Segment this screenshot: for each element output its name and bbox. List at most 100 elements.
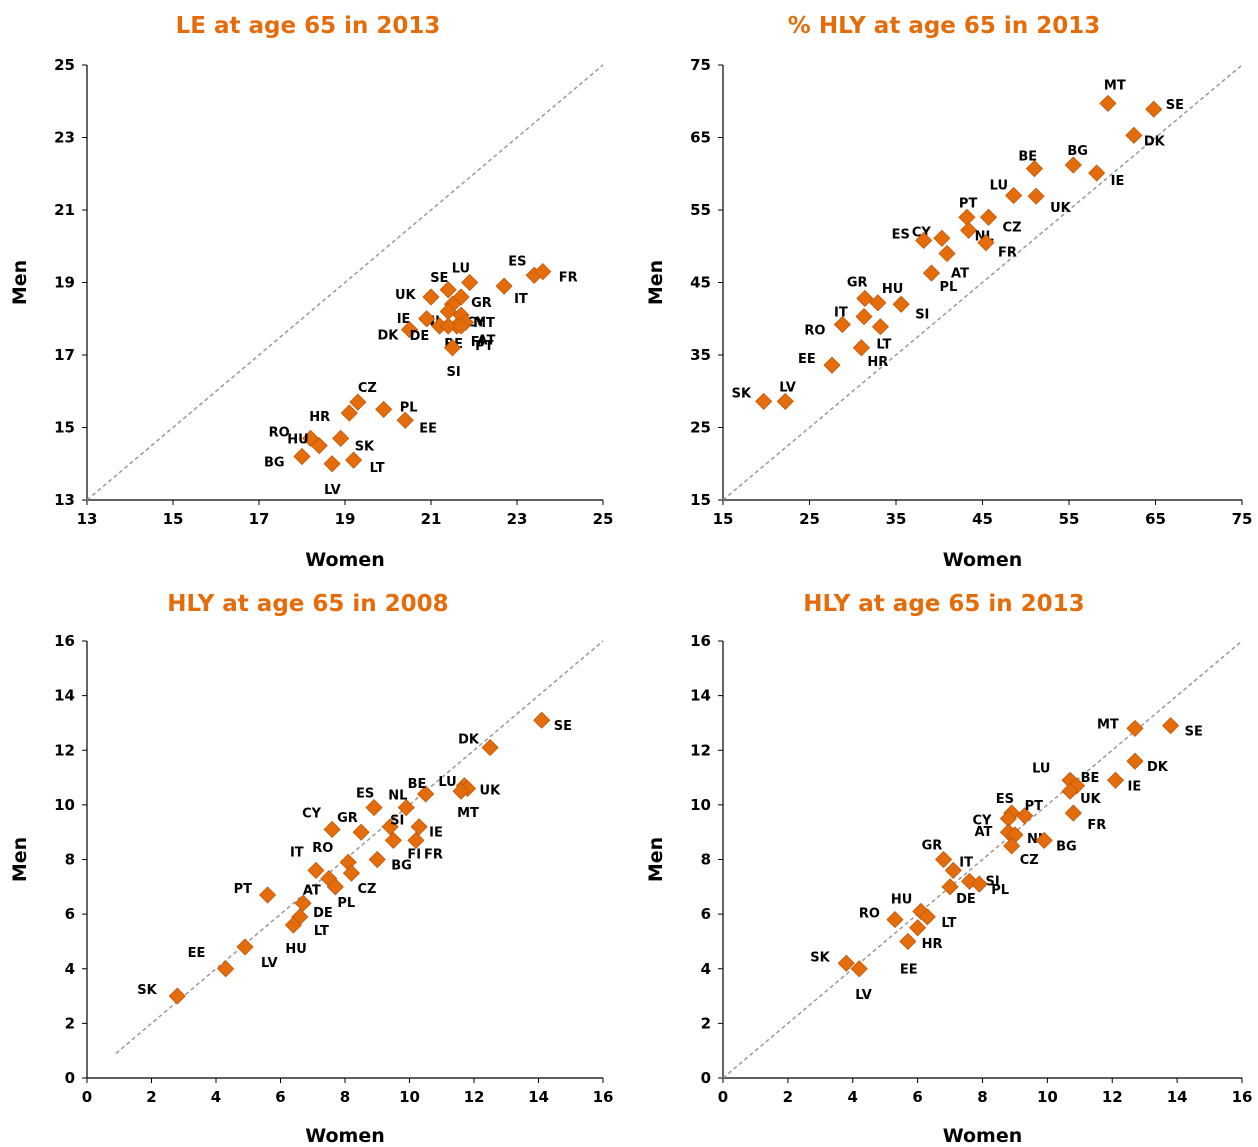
chart-title: HLY at age 65 in 2013 (803, 591, 1084, 617)
point-label-at: AT (951, 267, 969, 282)
point-label-ee: EE (900, 962, 918, 977)
x-tick-label: 8 (977, 1088, 987, 1106)
y-tick-label: 10 (690, 796, 711, 814)
data-point-cz (342, 864, 361, 882)
point-label-fr: FR (1087, 818, 1106, 833)
x-tick-label: 65 (1145, 510, 1166, 528)
point-label-mt: MT (1104, 78, 1126, 93)
point-label-ro: RO (312, 841, 333, 856)
data-point-pt (452, 317, 470, 335)
point-label-pt: PT (234, 882, 253, 897)
data-point-hr (852, 339, 870, 357)
point-label-cz: CZ (358, 381, 377, 396)
data-point-bg (1064, 156, 1082, 174)
data-point-be (1025, 160, 1043, 178)
point-label-cy: CY (972, 814, 992, 829)
x-tick-label: 12 (1102, 1088, 1123, 1106)
data-point-dk (400, 321, 419, 339)
data-point-de (941, 878, 959, 896)
y-axis-label: Men (9, 837, 31, 882)
point-label-lu: LU (452, 262, 470, 277)
point-label-mt: MT (1097, 717, 1119, 732)
point-label-sk: SK (355, 439, 375, 454)
point-label-be: BE (1018, 150, 1037, 165)
point-label-cz: CZ (1003, 220, 1022, 235)
point-label-hu: HU (287, 433, 308, 448)
data-point-uk (422, 288, 440, 306)
data-point-be (439, 317, 457, 335)
data-point-cz (979, 208, 998, 226)
y-tick-label: 16 (54, 632, 75, 650)
y-tick-label: 75 (690, 56, 711, 74)
point-label-lu: LU (438, 775, 456, 790)
y-tick-label: 19 (54, 274, 75, 292)
data-point-gr (352, 823, 370, 841)
point-label-it: IT (290, 845, 304, 860)
y-tick-label: 6 (701, 905, 711, 923)
x-axis-label: Women (943, 1125, 1023, 1147)
x-tick-label: 19 (335, 510, 356, 528)
point-label-de: DE (956, 892, 976, 907)
y-tick-label: 21 (54, 201, 75, 219)
x-axis-label: Women (305, 1125, 385, 1147)
data-point-pl (922, 264, 941, 282)
data-point-fr (977, 234, 995, 252)
data-point-pl (375, 400, 393, 418)
point-label-si: SI (447, 365, 461, 380)
data-point-ie (418, 310, 436, 328)
data-point-pt (1016, 807, 1034, 825)
x-tick-label: 23 (507, 510, 528, 528)
point-label-ee: EE (798, 352, 816, 367)
data-point-si (381, 818, 399, 836)
y-tick-label: 0 (65, 1069, 75, 1087)
data-point-se (1162, 717, 1180, 735)
point-label-se: SE (1166, 98, 1184, 113)
y-tick-label: 8 (65, 851, 75, 869)
chart-panel-4: HLY at age 65 in 2013 0 2 4 6 8 10 12 14 16 0 2 4 6 8 1… (645, 591, 1252, 1147)
point-label-hu: HU (285, 942, 306, 957)
point-label-at: AT (974, 825, 992, 840)
point-label-lv: LV (855, 988, 872, 1003)
data-point-it (495, 277, 513, 295)
x-tick-label: 10 (1037, 1088, 1058, 1106)
data-point-dk (1126, 752, 1144, 770)
point-label-pl: PL (337, 896, 355, 911)
data-point-es (365, 799, 383, 817)
point-label-se: SE (1185, 725, 1203, 740)
point-label-uk: UK (395, 288, 417, 303)
x-tick-label: 13 (77, 510, 98, 528)
data-point-fr (407, 831, 425, 849)
x-tick-label: 2 (146, 1088, 156, 1106)
point-label-be: BE (1081, 771, 1100, 786)
x-tick-label: 16 (593, 1088, 614, 1106)
x-tick-label: 25 (593, 510, 614, 528)
point-label-pt: PT (1025, 799, 1044, 814)
point-label-mt: MT (457, 806, 479, 821)
data-point-uk (1061, 782, 1079, 800)
data-point-fr (1064, 804, 1082, 822)
point-label-hu: HU (882, 282, 903, 297)
point-label-ro: RO (859, 907, 880, 922)
data-point-sk (168, 987, 186, 1005)
point-label-sk: SK (732, 386, 752, 401)
data-point-at (938, 244, 956, 263)
data-point-cz (1003, 837, 1021, 855)
point-label-sk: SK (137, 983, 157, 998)
reference-diagonal-line (722, 64, 1243, 501)
data-point-lu (1005, 186, 1023, 205)
data-point-fr (534, 263, 552, 281)
point-label-pt: PT (475, 339, 494, 354)
x-tick-label: 21 (421, 510, 442, 528)
point-label-pl: PL (991, 883, 1009, 898)
reference-diagonal-line (115, 640, 604, 1054)
point-label-dk: DK (1144, 134, 1166, 149)
chart-panel-1: LE at age 65 in 2013 13 15 17 19 21 23 25 13 15 17… (9, 13, 613, 571)
x-tick-label: 8 (340, 1088, 350, 1106)
point-label-es: ES (356, 787, 374, 802)
y-tick-label: 25 (54, 56, 75, 74)
point-label-cy: CY (467, 315, 487, 330)
data-point-dk (481, 738, 499, 757)
y-tick-label: 2 (701, 1014, 711, 1032)
data-point-lv (236, 938, 254, 956)
data-point-cy (323, 820, 341, 839)
